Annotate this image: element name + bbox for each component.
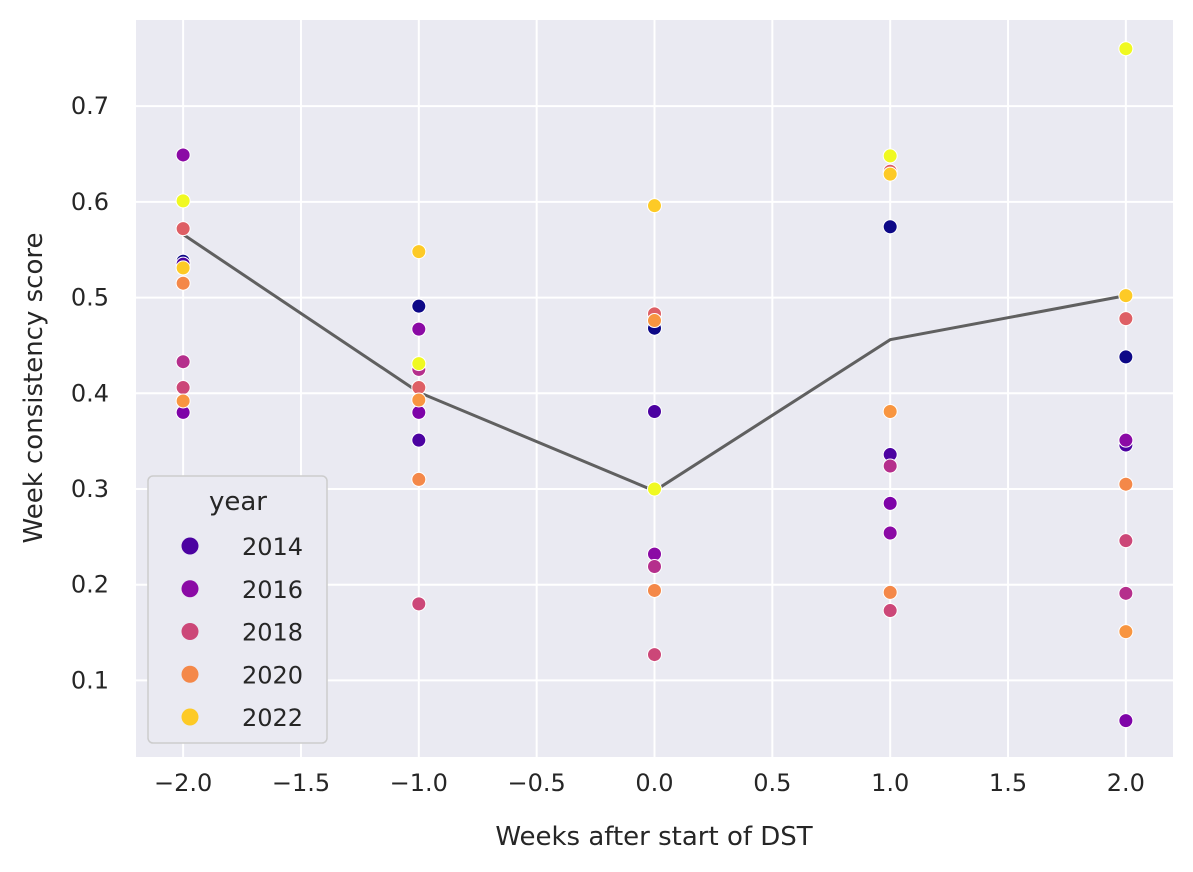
- y-tick-labels: 0.1 0.2 0.3 0.4 0.5 0.6 0.7: [71, 92, 109, 694]
- data-point: [1118, 624, 1134, 640]
- legend-label: 2022: [242, 704, 303, 732]
- data-point: [882, 166, 898, 182]
- data-point: [882, 403, 898, 419]
- data-point: [175, 260, 191, 276]
- legend-marker: [181, 537, 199, 555]
- x-axis-label: Weeks after start of DST: [495, 822, 812, 852]
- data-points: [175, 41, 1134, 729]
- data-point: [647, 313, 662, 329]
- data-point: [175, 147, 191, 163]
- x-tick-label: 0.5: [753, 769, 791, 797]
- y-tick-label: 0.4: [71, 379, 109, 407]
- data-point: [1118, 288, 1134, 304]
- x-tick-label: 0.0: [635, 769, 673, 797]
- data-point: [1118, 349, 1134, 365]
- data-point: [1118, 432, 1134, 448]
- data-point: [647, 546, 662, 562]
- x-tick-label: −1.5: [272, 769, 330, 797]
- data-point: [1118, 533, 1134, 549]
- x-tick-label: 1.5: [989, 769, 1027, 797]
- y-tick-label: 0.1: [71, 666, 109, 694]
- data-point: [647, 582, 662, 598]
- legend: year 2014 2016 2018 2020 2022: [147, 475, 328, 744]
- x-tick-labels: −2.0 −1.5 −1.0 −0.5 0.0 0.5 1.0 1.5 2.0: [154, 769, 1145, 797]
- data-point: [882, 525, 898, 541]
- data-point: [647, 647, 662, 663]
- legend-label: 2014: [242, 533, 303, 561]
- x-tick-label: 2.0: [1107, 769, 1145, 797]
- x-tick-label: −0.5: [508, 769, 566, 797]
- data-point: [1118, 311, 1134, 327]
- data-point: [882, 458, 898, 474]
- data-point: [647, 198, 662, 214]
- y-axis-label: Week consistency score: [19, 233, 49, 544]
- data-point: [882, 495, 898, 511]
- y-tick-label: 0.3: [71, 475, 109, 503]
- data-point: [175, 221, 191, 237]
- data-point: [647, 481, 662, 497]
- data-point: [882, 584, 898, 600]
- data-point: [411, 321, 427, 337]
- legend-marker: [181, 665, 199, 683]
- data-point: [411, 298, 427, 314]
- data-point: [175, 275, 191, 291]
- y-tick-label: 0.5: [71, 284, 109, 312]
- legend-title: year: [209, 487, 267, 517]
- data-point: [882, 148, 898, 164]
- y-tick-label: 0.2: [71, 571, 109, 599]
- data-point: [175, 354, 191, 370]
- x-tick-label: −1.0: [390, 769, 448, 797]
- data-point: [175, 380, 191, 396]
- x-tick-label: −2.0: [154, 769, 212, 797]
- data-point: [1118, 713, 1134, 729]
- data-point: [411, 471, 427, 487]
- legend-label: 2020: [242, 661, 303, 689]
- legend-marker: [181, 623, 199, 640]
- data-point: [175, 393, 191, 409]
- y-tick-label: 0.7: [71, 92, 109, 120]
- data-point: [411, 404, 427, 420]
- legend-label: 2016: [242, 576, 303, 604]
- data-point: [411, 380, 427, 396]
- data-point: [1118, 585, 1134, 601]
- legend-marker: [181, 580, 199, 598]
- y-tick-label: 0.6: [71, 188, 109, 216]
- data-point: [647, 403, 662, 419]
- data-point: [647, 559, 662, 575]
- x-tick-label: 1.0: [871, 769, 909, 797]
- legend-label: 2018: [242, 619, 303, 647]
- data-point: [411, 244, 427, 260]
- data-point: [882, 219, 898, 235]
- data-point: [411, 356, 427, 372]
- data-point: [411, 432, 427, 448]
- data-point: [1118, 476, 1134, 492]
- legend-entries: 2014 2016 2018 2020 2022: [181, 533, 303, 732]
- legend-marker: [181, 708, 199, 726]
- data-point: [882, 603, 898, 619]
- data-point: [1118, 41, 1134, 57]
- data-point: [411, 392, 427, 408]
- data-point: [175, 193, 191, 209]
- data-point: [411, 596, 427, 612]
